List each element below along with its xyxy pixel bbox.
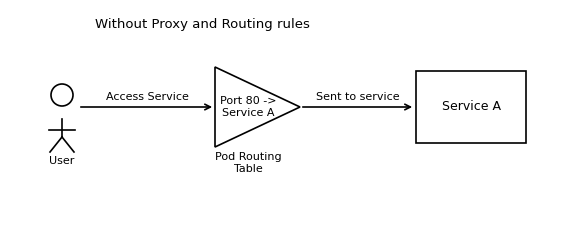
Text: Access Service: Access Service (106, 92, 189, 102)
Text: Port 80 ->
Service A: Port 80 -> Service A (220, 96, 276, 118)
Text: User: User (49, 156, 74, 166)
Text: Without Proxy and Routing rules: Without Proxy and Routing rules (95, 18, 310, 31)
Text: Service A: Service A (441, 101, 500, 113)
Text: Sent to service: Sent to service (316, 92, 400, 102)
Bar (416, 71, 526, 143)
Text: Pod Routing
Table: Pod Routing Table (215, 152, 282, 174)
